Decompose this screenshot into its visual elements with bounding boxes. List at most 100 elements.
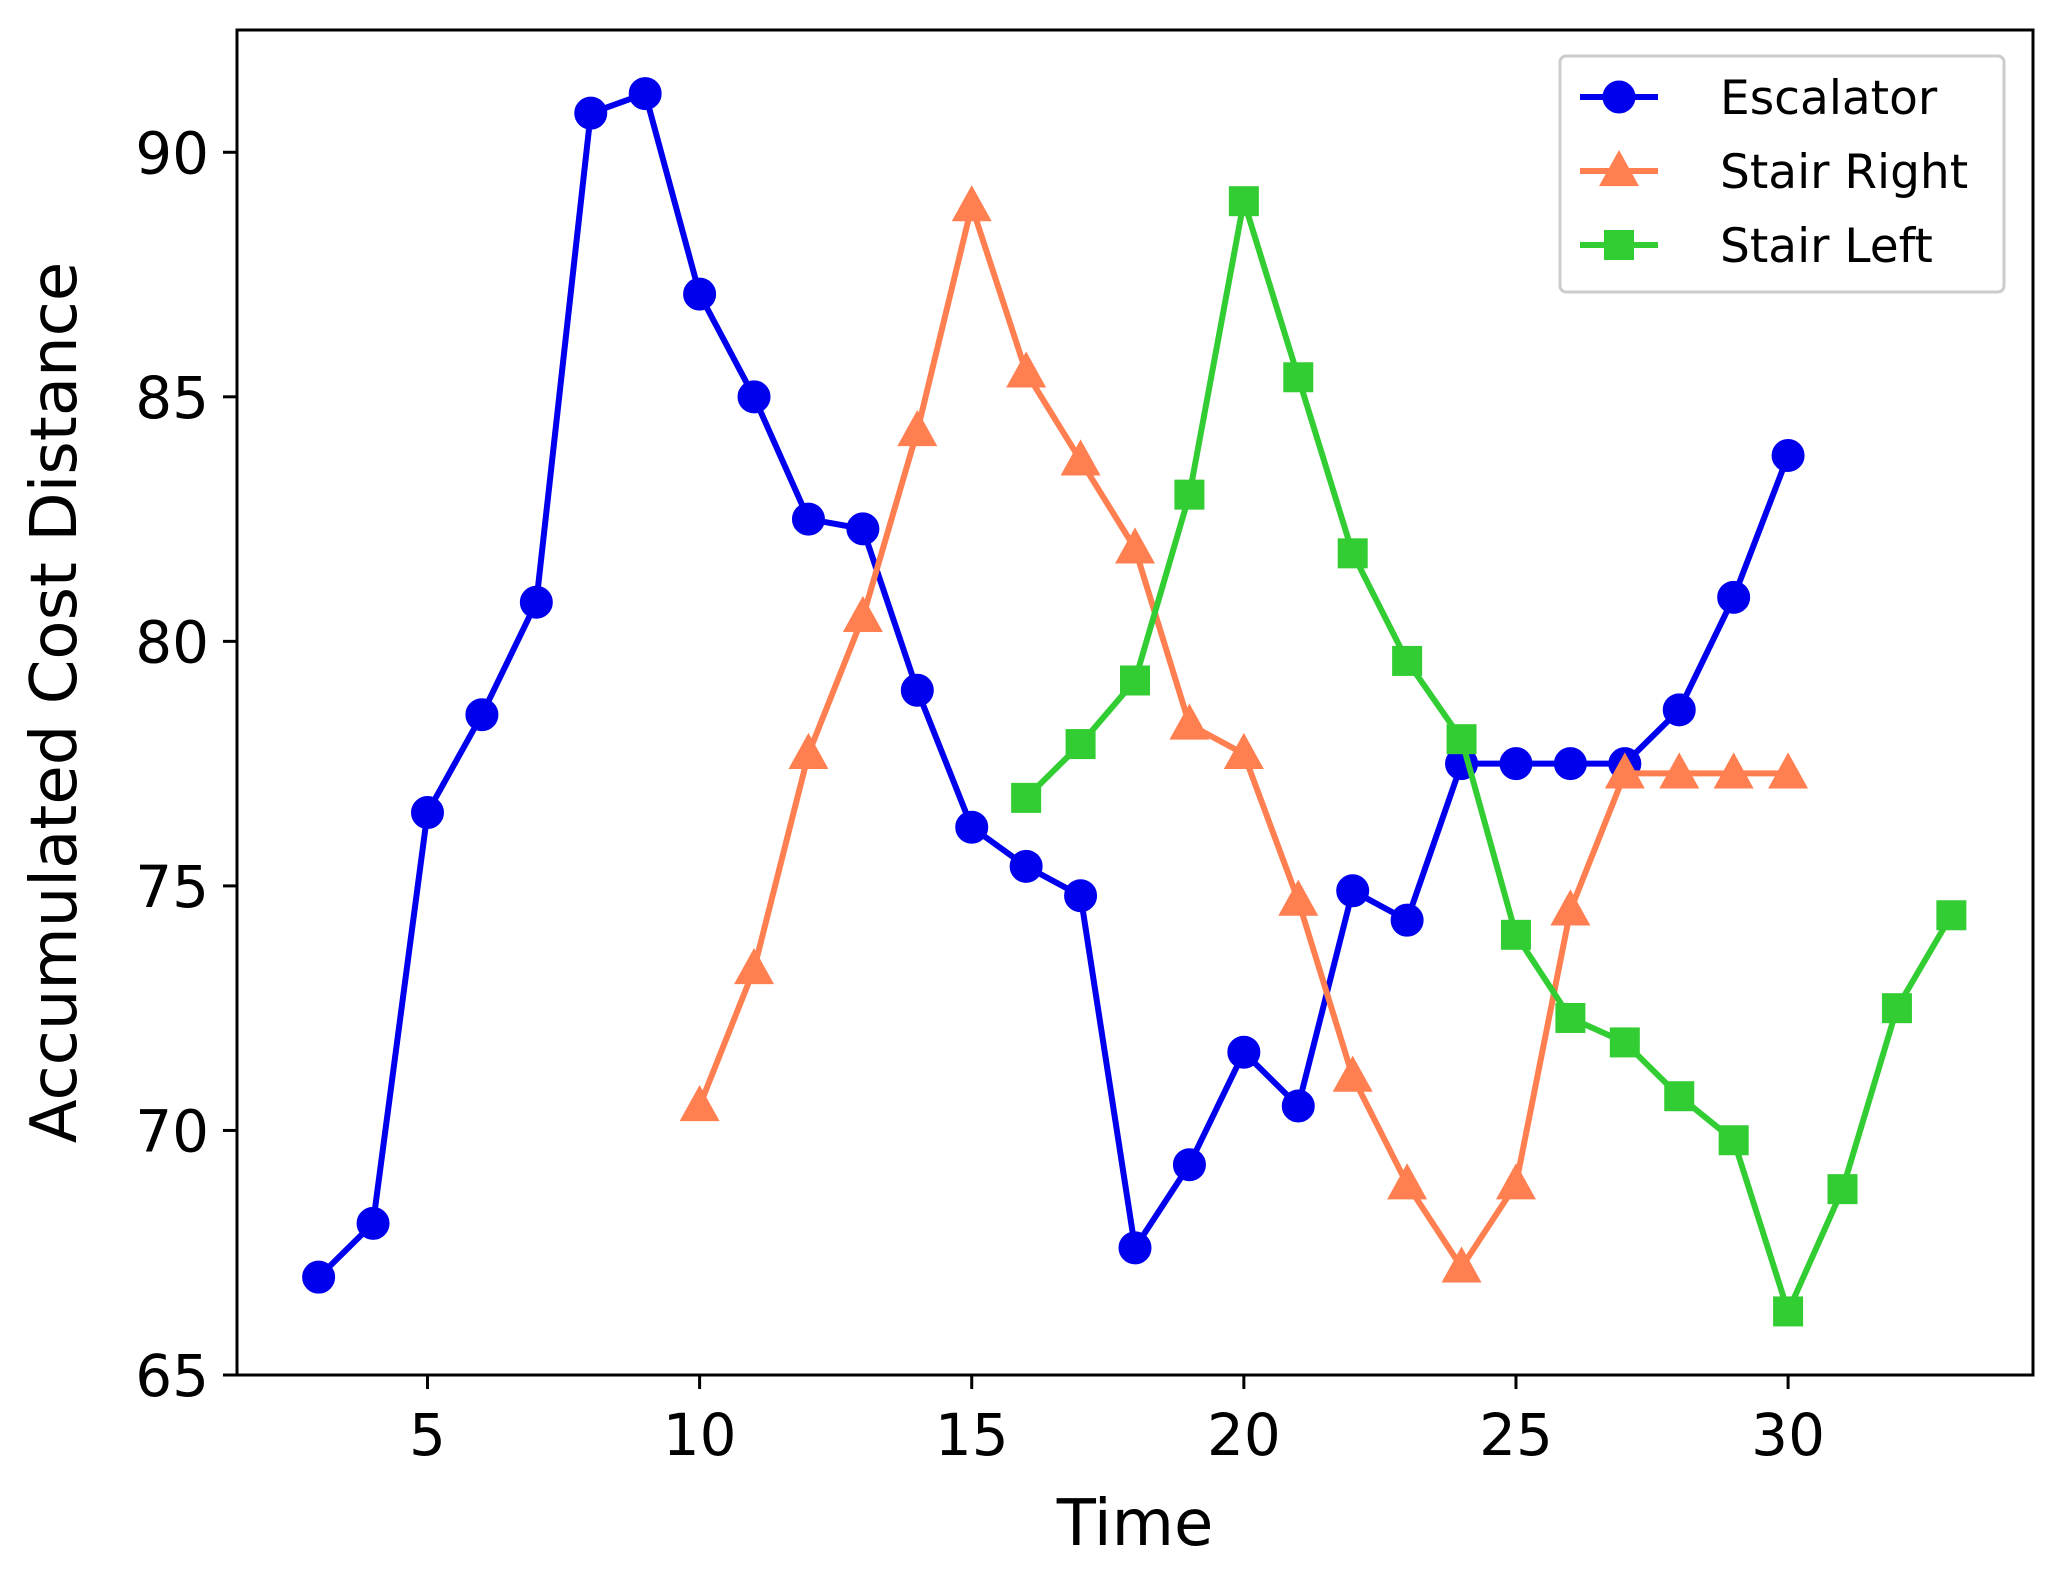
legend-entry-stair-left: Stair Left — [1580, 219, 1933, 274]
stair-right-point — [951, 185, 992, 222]
stair-right-point — [1223, 732, 1264, 769]
stair-left-point — [1283, 362, 1314, 393]
stair-left-point — [1011, 782, 1042, 813]
escalator-point — [302, 1260, 336, 1294]
escalator-point — [1227, 1035, 1261, 1069]
stair-right-point — [734, 948, 775, 985]
legend-marker-stair-left — [1604, 230, 1634, 260]
stair-left-point — [1936, 900, 1967, 931]
escalator-point — [1336, 874, 1370, 908]
stair-left-point — [1446, 724, 1477, 755]
stair-right-point — [1169, 703, 1210, 740]
stair-left-point — [1120, 665, 1150, 696]
escalator-point — [900, 673, 934, 707]
legend-entry-escalator: Escalator — [1580, 71, 1938, 126]
stair-right-point — [1550, 889, 1591, 926]
escalator-point — [1172, 1148, 1206, 1182]
x-tick-label: 10 — [663, 1401, 737, 1469]
stair-right-point — [1060, 439, 1101, 476]
stair-right-point — [1115, 527, 1155, 564]
stair-right-point — [1387, 1163, 1428, 1200]
y-tick-label: 80 — [135, 608, 209, 676]
stair-right-point — [1495, 1163, 1536, 1200]
escalator-point — [356, 1206, 390, 1240]
y-tick-label: 70 — [135, 1097, 209, 1165]
plot-frame — [235, 28, 2035, 1377]
y-tick-label: 75 — [135, 853, 209, 921]
stair-left-point — [1664, 1081, 1695, 1112]
stair-right-point — [1604, 752, 1645, 789]
escalator-point — [683, 277, 717, 311]
stair-left-point — [1337, 538, 1368, 569]
x-tick-label: 20 — [1207, 1401, 1281, 1469]
x-tick-label: 30 — [1751, 1401, 1825, 1469]
x-axis-label: Time — [1056, 1487, 1214, 1561]
legend-label-stair-left: Stair Left — [1720, 219, 1933, 274]
stair-left-point — [1555, 1002, 1586, 1033]
stair-left-point — [1228, 186, 1259, 217]
escalator-point — [737, 380, 771, 414]
escalator-point — [1118, 1231, 1152, 1265]
x-tick-label: 15 — [935, 1401, 1009, 1469]
legend: Escalator Stair Right Stair Left — [1558, 54, 2006, 294]
stair-left-point — [1609, 1027, 1640, 1058]
y-axis-label: Accumulated Cost Distance — [18, 262, 92, 1143]
escalator-point — [1717, 580, 1751, 614]
stair-left-point — [1174, 479, 1205, 510]
series-stair-right — [679, 185, 1809, 1283]
legend-marker-stair-right — [1599, 150, 1639, 187]
y-tick-label: 65 — [135, 1342, 209, 1410]
x-tick-label: 5 — [409, 1401, 446, 1469]
legend-marker-escalator — [1602, 80, 1636, 114]
stair-right-point — [679, 1085, 720, 1122]
escalator-point — [519, 585, 553, 619]
series-escalator — [302, 77, 1805, 1294]
escalator-line — [316, 90, 1791, 1280]
stair-left-point — [1827, 1174, 1858, 1205]
escalator-point — [1771, 439, 1805, 473]
escalator-point — [791, 502, 825, 536]
escalator-point — [465, 698, 499, 732]
escalator-point — [574, 96, 608, 130]
stair-right-point — [1768, 752, 1809, 789]
stair-right-point — [788, 732, 829, 769]
escalator-point — [955, 810, 989, 844]
escalator-point — [628, 77, 662, 111]
legend-label-stair-right: Stair Right — [1720, 145, 1968, 200]
escalator-point — [1281, 1089, 1315, 1123]
y-tick-label: 85 — [135, 364, 209, 432]
legend-entry-stair-right: Stair Right — [1580, 145, 1968, 200]
escalator-point — [1553, 747, 1587, 781]
stair-right-point — [1713, 752, 1754, 789]
stair-left-point — [1718, 1125, 1749, 1156]
stair-right-point — [1441, 1246, 1482, 1283]
escalator-point — [1064, 879, 1098, 913]
stair-left-point — [1881, 993, 1912, 1024]
escalator-point — [1499, 747, 1533, 781]
stair-left-point — [1500, 919, 1531, 950]
stair-right-point — [1332, 1055, 1373, 1092]
stair-left-point — [1065, 729, 1096, 760]
stair-right-point — [1278, 879, 1319, 916]
y-tick-label: 90 — [135, 119, 209, 187]
escalator-point — [1009, 849, 1043, 883]
stair-left-point — [1773, 1296, 1804, 1327]
axes-layer: 5 10 15 20 25 30 65 70 75 80 85 90 Time Accumulated C… — [18, 28, 2035, 1561]
series-layer — [302, 77, 1967, 1327]
x-tick-label: 25 — [1479, 1401, 1553, 1469]
legend-label-escalator: Escalator — [1720, 71, 1938, 126]
escalator-point — [410, 796, 444, 830]
escalator-point — [846, 512, 880, 546]
escalator-point — [1390, 903, 1424, 937]
stair-left-point — [1392, 645, 1423, 676]
stair-left-line — [1024, 198, 1954, 1315]
escalator-point — [1662, 693, 1696, 727]
stair-right-point — [1006, 351, 1047, 388]
stair-right-point — [1659, 752, 1700, 789]
stair-right-point — [897, 410, 938, 447]
series-stair-left — [1011, 186, 1967, 1327]
legend-box — [1558, 54, 2006, 294]
stair-right-point — [842, 595, 883, 633]
